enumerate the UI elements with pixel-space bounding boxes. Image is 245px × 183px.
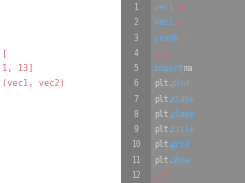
Text: (vec1, vec2): (vec1, vec2) bbox=[2, 79, 65, 88]
Text: plt.: plt. bbox=[154, 95, 174, 104]
Text: ylabe: ylabe bbox=[171, 110, 195, 119]
Text: plt.: plt. bbox=[154, 156, 174, 165]
Text: 1: 1 bbox=[133, 3, 138, 12]
Text: 9: 9 bbox=[133, 125, 138, 134]
Text: 11: 11 bbox=[131, 156, 140, 165]
Text: :=: := bbox=[175, 18, 185, 27]
Text: 12: 12 bbox=[131, 171, 140, 180]
Text: 3: 3 bbox=[133, 34, 138, 43]
Text: #py: #py bbox=[154, 49, 169, 58]
Text: plt.: plt. bbox=[154, 125, 174, 134]
Text: plt.: plt. bbox=[154, 140, 174, 149]
Text: graph: graph bbox=[154, 34, 184, 43]
Text: 5: 5 bbox=[133, 64, 138, 73]
Text: 4: 4 bbox=[133, 49, 138, 58]
Text: show: show bbox=[171, 156, 190, 165]
Text: plt.: plt. bbox=[154, 110, 174, 119]
Text: vec2: vec2 bbox=[154, 18, 179, 27]
Text: xlabe: xlabe bbox=[171, 95, 195, 104]
Text: 6: 6 bbox=[133, 79, 138, 88]
Bar bbox=[121, 0, 151, 183]
Text: 8: 8 bbox=[133, 110, 138, 119]
Text: :=: := bbox=[179, 34, 189, 43]
Text: 7: 7 bbox=[133, 95, 138, 104]
Text: plt.: plt. bbox=[154, 79, 174, 88]
Text: plot: plot bbox=[171, 79, 190, 88]
Text: 1, 13]: 1, 13] bbox=[2, 64, 34, 73]
Text: ma: ma bbox=[183, 64, 193, 73]
Text: grid: grid bbox=[171, 140, 190, 149]
Text: title: title bbox=[171, 125, 195, 134]
Text: :=: := bbox=[175, 3, 185, 12]
Text: [: [ bbox=[2, 49, 7, 58]
Text: import: import bbox=[154, 64, 188, 73]
Text: 2: 2 bbox=[133, 18, 138, 27]
Text: vec1: vec1 bbox=[154, 3, 179, 12]
Text: ###: ### bbox=[154, 171, 169, 180]
Bar bbox=[121, 0, 245, 183]
Text: 10: 10 bbox=[131, 140, 140, 149]
